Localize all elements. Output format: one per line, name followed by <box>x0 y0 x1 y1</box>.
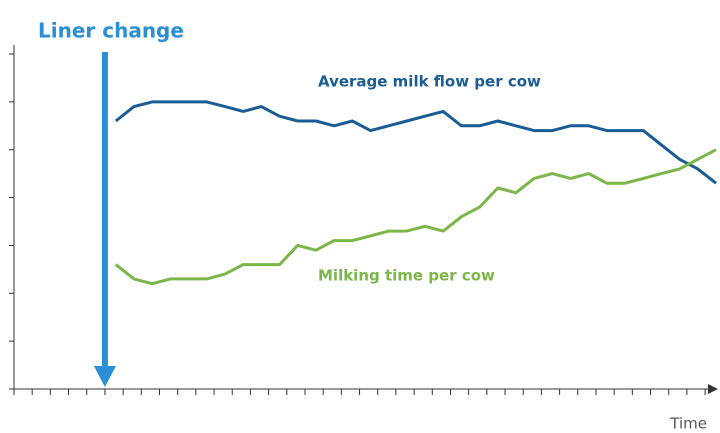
annotation-arrowhead <box>93 366 116 387</box>
x-axis-arrow <box>708 384 718 394</box>
x-axis-label: Time <box>669 415 707 433</box>
series-label: Milking time per cow <box>318 267 495 285</box>
series-line <box>114 100 717 185</box>
annotation-text: Liner change <box>38 19 184 43</box>
series-line <box>114 148 717 286</box>
series-label: Average milk flow per cow <box>318 73 541 91</box>
